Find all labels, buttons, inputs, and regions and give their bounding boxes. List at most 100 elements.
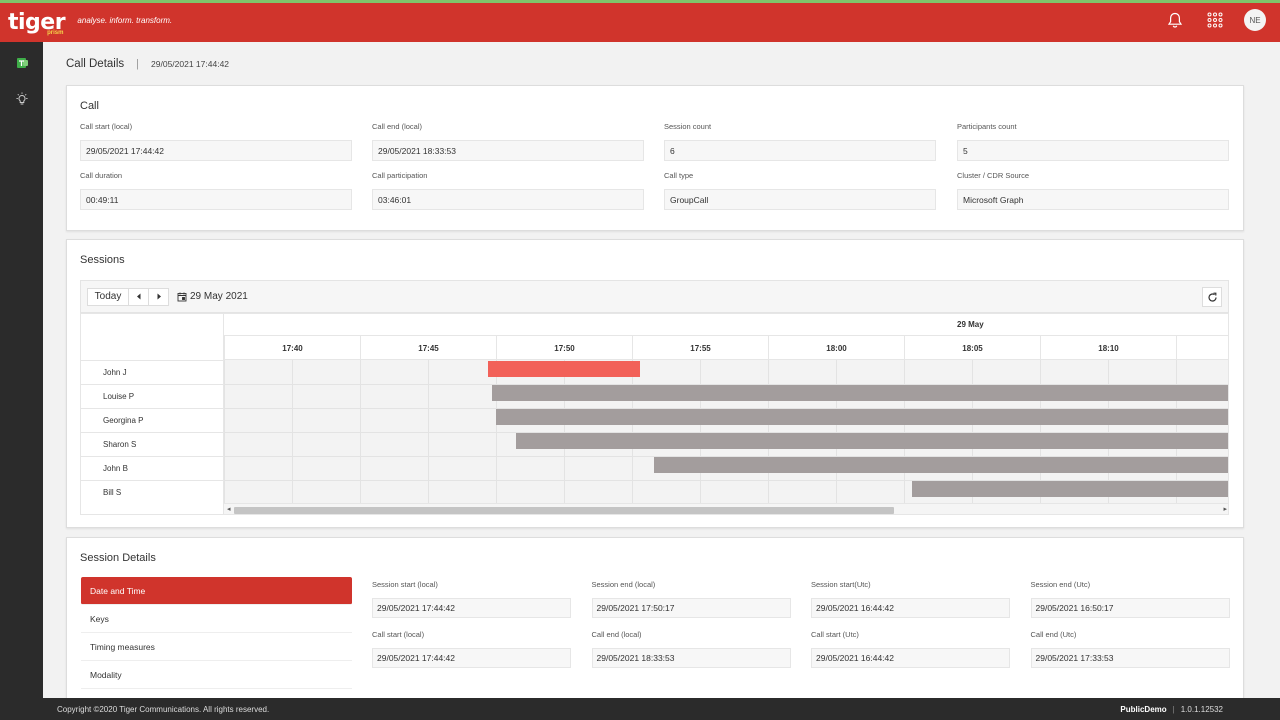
details-tab[interactable]: Keys — [81, 605, 352, 633]
page-header: Call Details | 29/05/2021 17:44:42 — [66, 58, 229, 70]
field-value[interactable]: Microsoft Graph — [957, 189, 1229, 210]
field-value[interactable]: GroupCall — [664, 189, 936, 210]
field-label: Call type — [664, 171, 694, 180]
field-label: Session end (local) — [591, 580, 656, 589]
call-type-field: Call type GroupCall — [664, 171, 936, 210]
details-tab[interactable]: Timing measures — [81, 633, 352, 661]
avatar[interactable]: NE — [1244, 9, 1266, 31]
details-tab[interactable]: Modality — [81, 661, 352, 689]
sessions-card: Sessions Today 29 May 2021 John J Louise … — [66, 239, 1244, 528]
details-tab[interactable]: Date and Time — [81, 577, 352, 605]
grid-vline — [972, 360, 973, 503]
refresh-button[interactable] — [1202, 287, 1222, 307]
field-label: Session start (local) — [372, 580, 438, 589]
lightbulb-icon[interactable] — [0, 81, 43, 117]
footer-separator: | — [1172, 704, 1175, 714]
grid-vline — [224, 360, 225, 503]
today-button[interactable]: Today — [87, 287, 129, 306]
page-date: 29/05/2021 17:44:42 — [151, 59, 230, 69]
chevron-left-icon — [136, 293, 140, 300]
grid-vline — [496, 360, 497, 503]
bell-icon[interactable] — [1164, 9, 1186, 31]
participant-name: John J — [81, 360, 224, 384]
date-picker[interactable]: 29 May 2021 — [177, 291, 248, 302]
field-label: Call duration — [80, 171, 123, 180]
field-label: Cluster / CDR Source — [957, 171, 1030, 180]
version-label: 1.0.1.12532 — [1180, 704, 1223, 714]
session-details-card: Session Details Date and Time Keys Timing … — [66, 537, 1244, 698]
grid-vline — [564, 360, 565, 503]
grid-vline — [1040, 360, 1041, 503]
session-bar[interactable] — [496, 409, 1228, 425]
field-label: Session end (Utc) — [1030, 580, 1091, 589]
session-count-field: Session count 6 — [664, 122, 936, 161]
grid-vline — [1108, 360, 1109, 503]
field-label: Call end (local) — [591, 630, 642, 639]
page-title: Call Details — [66, 58, 125, 70]
field-value[interactable]: 6 — [664, 140, 936, 161]
scroll-left-icon[interactable]: ◂ — [227, 506, 231, 513]
horizontal-scrollbar[interactable]: ◂ ▸ — [224, 503, 1228, 514]
field-value[interactable]: 00:49:11 — [80, 189, 352, 210]
call-start-field: Call start (local) 29/05/2021 17:44:42 — [80, 122, 352, 161]
participant-name: Georgina P — [81, 408, 224, 432]
session-bar[interactable] — [653, 457, 1228, 473]
sidebar — [0, 42, 43, 698]
refresh-icon — [1207, 292, 1217, 302]
call-participation-field: Call participation 03:46:01 — [372, 171, 644, 210]
session-detail-field: Session start (local) 29/05/2021 17:44:42 — [372, 580, 571, 618]
grid-hline — [224, 480, 1228, 481]
field-value[interactable]: 5 — [957, 140, 1229, 161]
session-bar[interactable] — [516, 433, 1228, 449]
scroll-right-icon[interactable]: ▸ — [1223, 506, 1227, 513]
grid-vline — [360, 360, 361, 503]
field-label: Call end (local) — [372, 122, 423, 131]
date-picker-label: 29 May 2021 — [190, 291, 248, 302]
field-value[interactable]: 29/05/2021 16:50:17 — [1030, 598, 1230, 618]
session-bar-selected[interactable] — [487, 361, 640, 377]
scrollbar-thumb[interactable] — [234, 507, 894, 514]
session-bar[interactable] — [911, 481, 1228, 497]
field-label: Call end (Utc) — [1030, 630, 1077, 639]
field-label: Call start (local) — [80, 122, 133, 131]
field-value[interactable]: 29/05/2021 17:33:53 — [1030, 648, 1230, 668]
field-label: Call start (Utc) — [811, 630, 859, 639]
field-value[interactable]: 29/05/2021 17:44:42 — [372, 598, 571, 618]
day-header: 29 May — [224, 314, 1228, 336]
grid-vline — [768, 360, 769, 503]
session-detail-field: Session end (Utc) 29/05/2021 16:50:17 — [1030, 580, 1230, 618]
field-label: Call participation — [372, 171, 428, 180]
hour-label: 18:00 — [768, 336, 904, 360]
grid-vline — [632, 360, 633, 503]
hour-label: 17:55 — [632, 336, 768, 360]
field-value[interactable]: 29/05/2021 17:50:17 — [591, 598, 791, 618]
field-value[interactable]: 29/05/2021 17:44:42 — [372, 648, 571, 668]
field-label: Participants count — [957, 122, 1017, 131]
participants-count-field: Participants count 5 — [957, 122, 1229, 161]
session-bar[interactable] — [492, 385, 1228, 401]
logo-subtext: prism — [47, 29, 64, 36]
session-detail-field: Call start (Utc) 29/05/2021 16:44:42 — [811, 630, 1010, 668]
logo-wordmark: tiger — [8, 9, 66, 35]
hour-label: 17:45 — [360, 336, 496, 360]
sessions-timeline-grid: John J Louise P Georgina P Sharon S John B Bi… — [80, 313, 1229, 515]
session-detail-field: Call start (local) 29/05/2021 17:44:42 — [372, 630, 571, 668]
sessions-card-title: Sessions — [80, 254, 125, 266]
next-button[interactable] — [149, 287, 169, 306]
tiger-logo[interactable]: tiger prism — [8, 9, 66, 36]
field-value[interactable]: 03:46:01 — [372, 189, 644, 210]
apps-grid-icon[interactable] — [1204, 9, 1226, 31]
field-value[interactable]: 29/05/2021 18:33:53 — [591, 648, 791, 668]
prev-button[interactable] — [129, 287, 149, 306]
field-value[interactable]: 29/05/2021 16:44:42 — [811, 598, 1010, 618]
field-value[interactable]: 29/05/2021 18:33:53 — [372, 140, 644, 161]
participant-name: Sharon S — [81, 432, 224, 456]
environment-label: PublicDemo — [1120, 704, 1167, 714]
session-details-tabs: Date and Time Keys Timing measures Modality — [81, 577, 352, 689]
call-end-field: Call end (local) 29/05/2021 18:33:53 — [372, 122, 644, 161]
timeline-rows — [224, 360, 1228, 503]
field-value[interactable]: 29/05/2021 16:44:42 — [811, 648, 1010, 668]
session-details-title: Session Details — [80, 552, 156, 564]
field-value[interactable]: 29/05/2021 17:44:42 — [80, 140, 352, 161]
teams-icon[interactable] — [0, 45, 43, 81]
